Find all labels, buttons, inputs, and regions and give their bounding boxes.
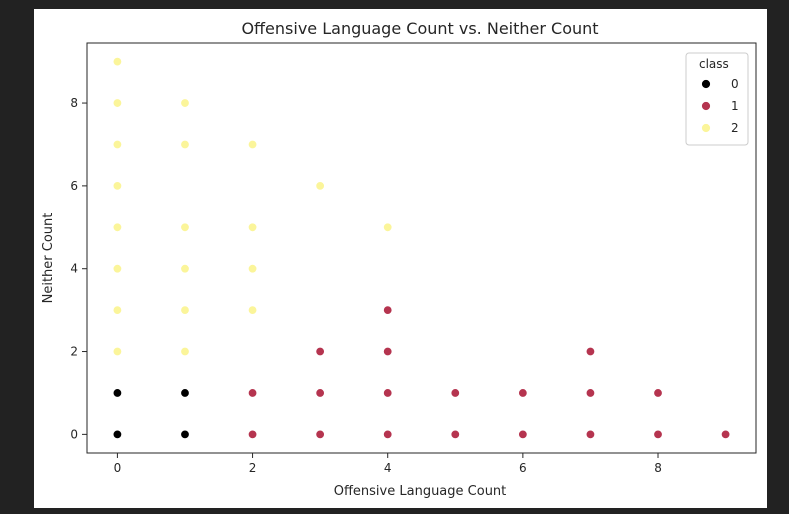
legend-box bbox=[685, 52, 749, 146]
data-point-class-2 bbox=[180, 305, 190, 315]
data-point-class-1 bbox=[247, 429, 258, 440]
data-point-class-2 bbox=[112, 98, 123, 108]
data-point-class-1 bbox=[450, 388, 460, 398]
data-point-class-2 bbox=[180, 139, 190, 150]
plot-area bbox=[86, 42, 757, 454]
data-point-class-2 bbox=[112, 346, 123, 357]
plot-frame bbox=[86, 42, 757, 454]
data-point-class-1 bbox=[383, 388, 393, 398]
x-tick-label: 0 bbox=[114, 461, 122, 475]
legend-items: 0 1 2 bbox=[701, 77, 739, 135]
data-point-class-2 bbox=[112, 56, 123, 67]
data-point-class-2 bbox=[112, 305, 123, 315]
legend: class 0 1 2 bbox=[685, 52, 749, 146]
data-point-class-1 bbox=[518, 429, 528, 440]
data-point-class-1 bbox=[585, 346, 596, 357]
data-point-class-2 bbox=[112, 139, 123, 150]
legend-marker-class-0 bbox=[701, 79, 711, 89]
legend-marker-class-1 bbox=[701, 101, 711, 111]
data-point-class-2 bbox=[112, 222, 123, 232]
legend-title: class bbox=[699, 57, 729, 71]
y-tick-label: 8 bbox=[70, 96, 78, 110]
y-tick-label: 4 bbox=[70, 262, 78, 276]
data-point-class-2 bbox=[180, 98, 190, 108]
x-axis-label: Offensive Language Count bbox=[334, 484, 507, 499]
legend-label-class-2: 2 bbox=[731, 121, 739, 135]
x-axis: 0 2 4 6 8 bbox=[114, 453, 662, 475]
scatter-chart: Offensive Language Count vs. Neither Cou… bbox=[41, 19, 757, 499]
chart-title: Offensive Language Count vs. Neither Cou… bbox=[241, 19, 598, 38]
data-point-class-1 bbox=[585, 388, 596, 398]
legend-label-class-1: 1 bbox=[731, 99, 739, 113]
legend-marker-class-2 bbox=[701, 123, 711, 133]
data-point-class-2 bbox=[180, 222, 190, 232]
y-tick-label: 6 bbox=[70, 179, 78, 193]
data-point-class-1 bbox=[518, 388, 528, 398]
y-axis: 0 2 4 6 8 bbox=[70, 96, 87, 441]
chart-figure: Offensive Language Count vs. Neither Cou… bbox=[34, 9, 767, 508]
data-points bbox=[112, 56, 731, 440]
legend-label-class-0: 0 bbox=[731, 77, 739, 91]
data-point-class-1 bbox=[247, 388, 258, 398]
y-axis-label: Neither Count bbox=[41, 213, 56, 304]
y-tick-label: 2 bbox=[70, 345, 78, 359]
data-point-class-0 bbox=[112, 388, 123, 398]
data-point-class-1 bbox=[585, 429, 596, 440]
data-point-class-1 bbox=[720, 429, 731, 440]
data-point-class-2 bbox=[180, 264, 190, 274]
data-point-class-1 bbox=[450, 429, 460, 440]
data-point-class-1 bbox=[383, 305, 393, 315]
y-tick-label: 0 bbox=[70, 427, 78, 441]
data-point-class-2 bbox=[180, 346, 190, 357]
x-tick-label: 6 bbox=[519, 461, 527, 475]
x-tick-label: 2 bbox=[249, 461, 257, 475]
x-tick-label: 8 bbox=[654, 461, 662, 475]
data-point-class-2 bbox=[247, 305, 258, 315]
x-tick-label: 4 bbox=[384, 461, 392, 475]
data-point-class-2 bbox=[112, 181, 123, 191]
data-point-class-2 bbox=[247, 264, 258, 274]
data-point-class-2 bbox=[315, 181, 325, 191]
data-point-class-2 bbox=[247, 139, 258, 150]
data-point-class-0 bbox=[180, 388, 190, 398]
data-point-class-1 bbox=[383, 346, 393, 357]
data-point-class-2 bbox=[247, 222, 258, 232]
data-point-class-2 bbox=[112, 264, 123, 274]
data-point-class-1 bbox=[653, 429, 663, 440]
data-point-class-1 bbox=[315, 429, 325, 440]
data-point-class-2 bbox=[383, 222, 393, 232]
data-point-class-1 bbox=[315, 388, 325, 398]
data-point-class-1 bbox=[383, 429, 393, 440]
data-point-class-0 bbox=[180, 429, 190, 440]
data-point-class-0 bbox=[112, 429, 123, 440]
data-point-class-1 bbox=[653, 388, 663, 398]
data-point-class-1 bbox=[315, 346, 325, 357]
